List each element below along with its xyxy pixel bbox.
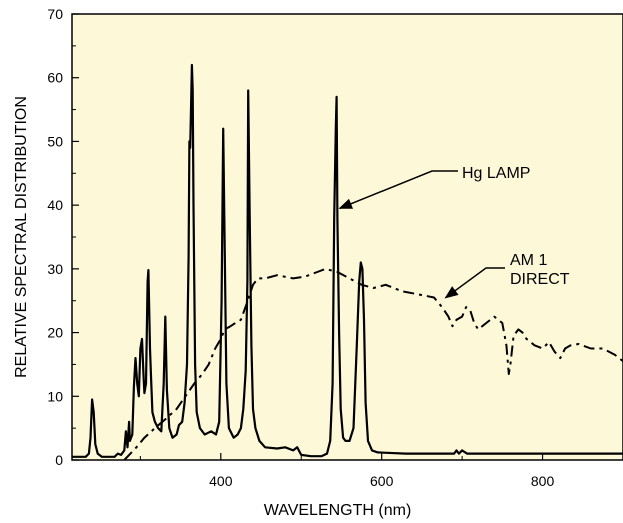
y-tick-label: 60 — [47, 70, 63, 86]
y-tick-label: 50 — [47, 133, 63, 149]
x-tick-label: 800 — [531, 473, 555, 489]
annotation-arrow — [444, 267, 505, 299]
x-axis-title: WAVELENGTH (nm) — [264, 502, 412, 519]
y-tick-label: 10 — [47, 388, 63, 404]
series-line-dash-dot — [123, 267, 623, 460]
annotation-arrow — [338, 170, 458, 209]
y-tick-label: 0 — [55, 452, 63, 468]
plot-area — [71, 13, 623, 461]
series-group — [72, 63, 623, 460]
y-tick-label: 20 — [47, 325, 63, 341]
annotation-label: DIRECT — [510, 271, 570, 288]
x-tick-label: 400 — [209, 473, 233, 489]
y-axis-title: RELATIVE SPECTRAL DISTRIBUTION — [13, 96, 30, 378]
y-axis: 0 10 20 30 40 50 60 70 — [47, 6, 79, 468]
x-tick-label: 600 — [370, 473, 394, 489]
x-axis: 400 600 800 — [139, 453, 555, 489]
series-line-solid — [72, 63, 623, 458]
annotation-label: Hg LAMP — [462, 165, 530, 182]
y-tick-label: 30 — [47, 261, 63, 277]
annotations: Hg LAMP AM 1 DIRECT — [338, 165, 570, 299]
annotation-label: AM 1 — [510, 252, 547, 269]
y-tick-label: 40 — [47, 197, 63, 213]
y-tick-label: 70 — [47, 6, 63, 22]
